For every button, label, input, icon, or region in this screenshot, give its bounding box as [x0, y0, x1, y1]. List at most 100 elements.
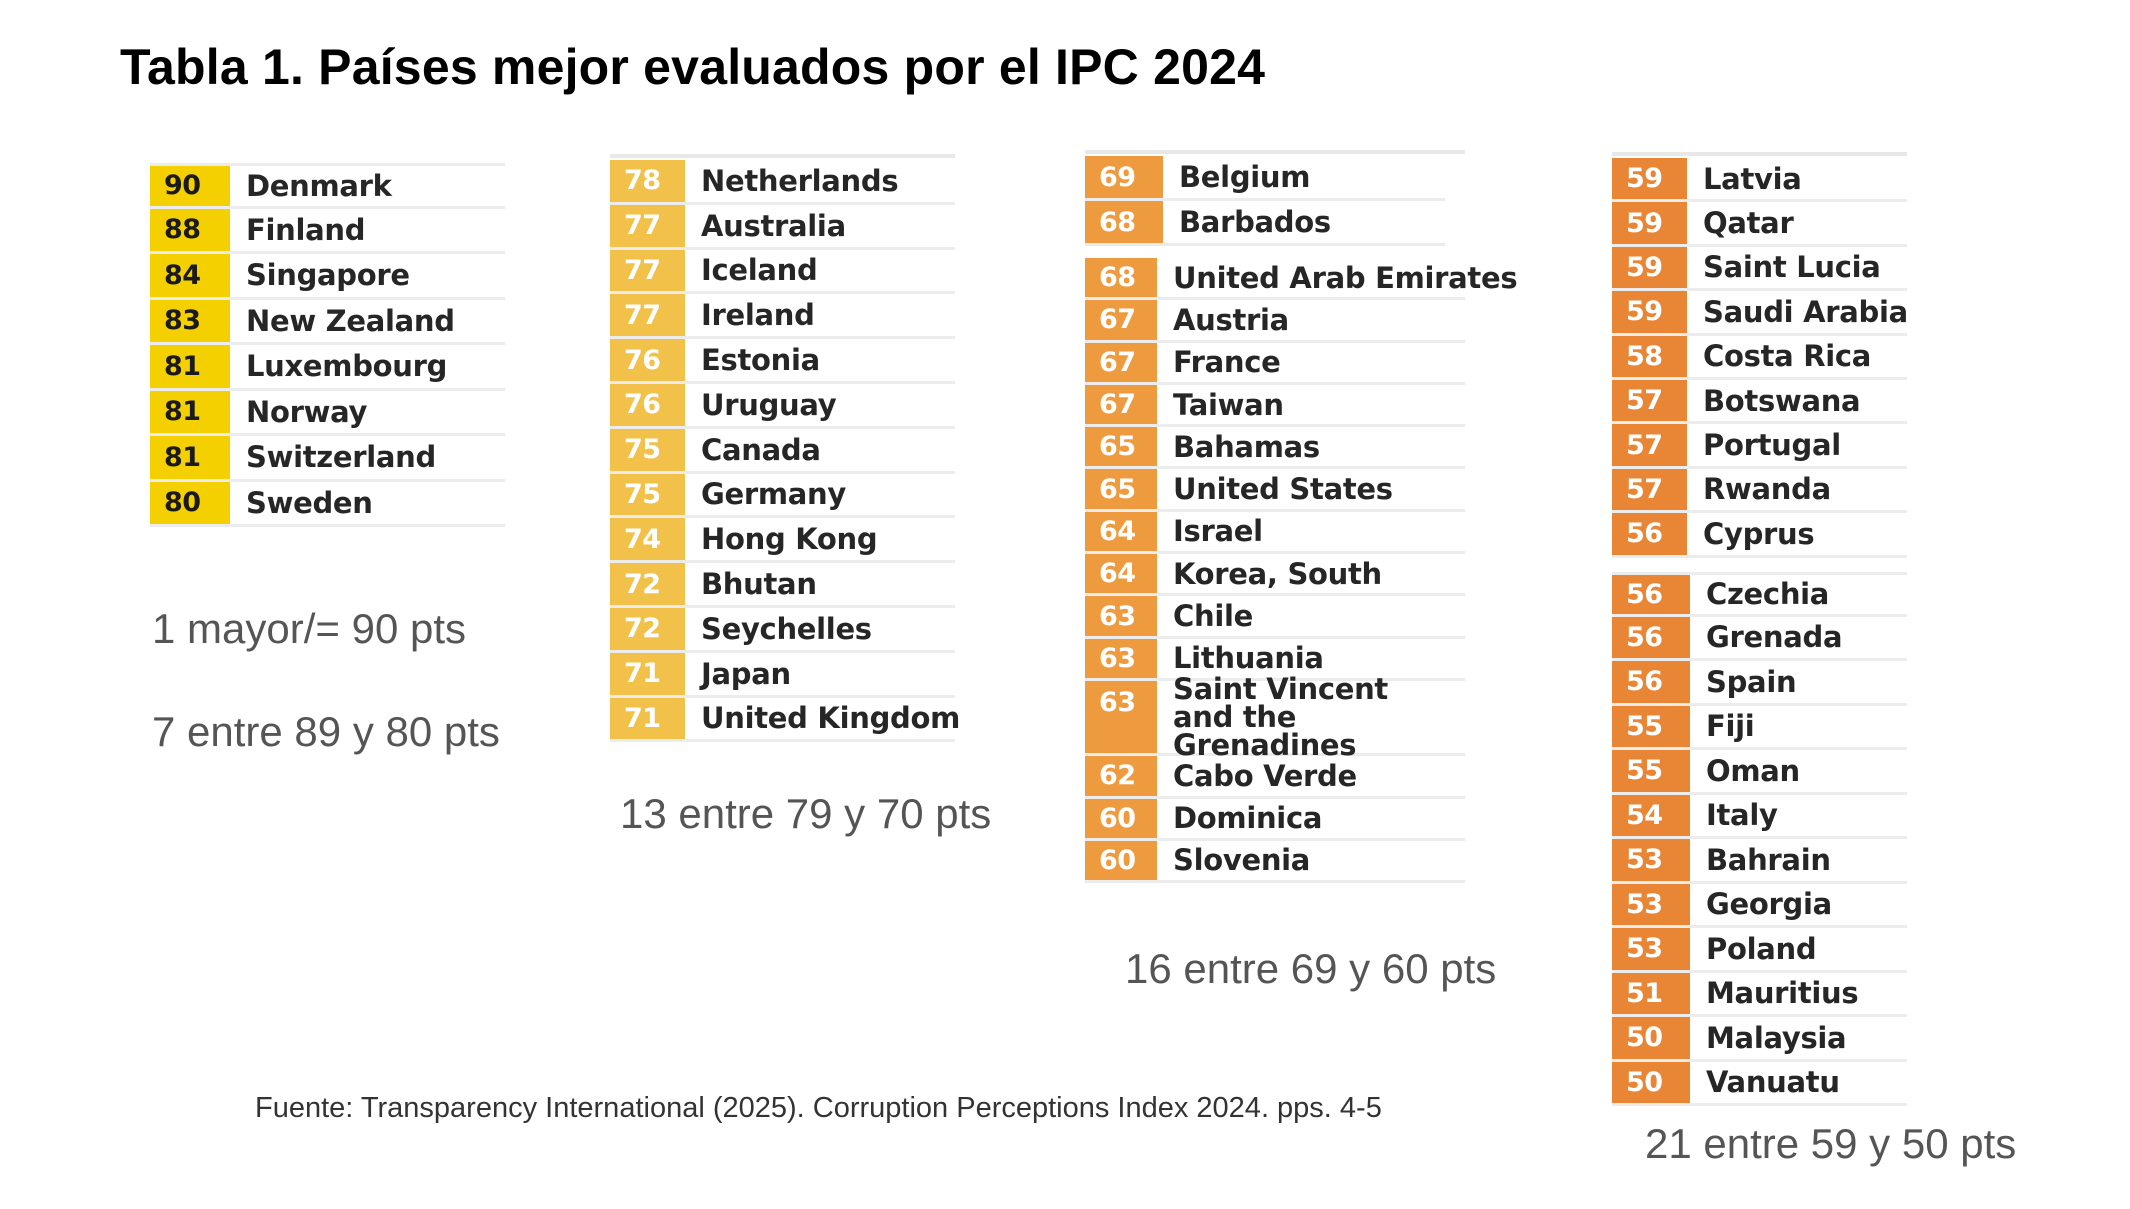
country-cell: Korea, South — [1173, 556, 1382, 591]
country-cell: Estonia — [701, 343, 820, 378]
country-cell: Taiwan — [1173, 387, 1284, 422]
table-row: 58 Costa Rica — [1612, 335, 1907, 380]
score-cell: 84 — [150, 254, 230, 297]
table-row: 69 Belgium — [1085, 156, 1445, 201]
score-cell: 63 — [1085, 638, 1157, 678]
score-cell: 58 — [1612, 335, 1687, 377]
country-cell: Bahrain — [1706, 842, 1831, 877]
country-cell: Germany — [701, 477, 847, 512]
country-cell: Australia — [701, 208, 846, 243]
table-row: 57 Portugal — [1612, 424, 1907, 469]
caption-group-4: 21 entre 59 y 50 pts — [1645, 1120, 2017, 1167]
table-row: 67 France — [1085, 342, 1465, 385]
table-row: 77 Ireland — [610, 294, 955, 340]
table-row: 84 Singapore — [150, 254, 505, 300]
score-cell: 56 — [1612, 575, 1690, 614]
country-cell: Saudi Arabia — [1703, 294, 1908, 329]
country-cell: United States — [1173, 472, 1393, 507]
score-cell: 54 — [1612, 794, 1690, 836]
country-cell: Oman — [1706, 753, 1800, 788]
country-cell: Cyprus — [1703, 516, 1815, 551]
table-row: 77 Iceland — [610, 249, 955, 295]
table-row: 65 United States — [1085, 469, 1465, 512]
score-cell: 81 — [150, 345, 230, 388]
table-row: 53 Bahrain — [1612, 839, 1907, 884]
table-row: 55 Oman — [1612, 750, 1907, 795]
table-row: 50 Malaysia — [1612, 1017, 1907, 1062]
caption-group-1-line-1: 1 mayor/= 90 pts — [152, 605, 466, 652]
score-cell: 75 — [610, 473, 685, 516]
country-cell: Uruguay — [701, 387, 837, 422]
score-cell: 59 — [1612, 291, 1687, 333]
score-cell: 59 — [1612, 246, 1687, 289]
table-group-59-56: 59 Latvia 59 Qatar 59 Saint Lucia 59 Saudi Arab… — [1612, 158, 1908, 558]
table-row: 56 Cyprus — [1612, 513, 1907, 558]
score-cell: 64 — [1085, 554, 1157, 594]
score-cell: 88 — [150, 208, 230, 251]
country-cell: Malaysia — [1706, 1020, 1847, 1055]
score-cell: 57 — [1612, 424, 1687, 466]
country-cell: United Kingdom — [701, 701, 961, 736]
country-cell: Canada — [701, 432, 821, 467]
table-row: 62 Cabo Verde — [1085, 756, 1465, 799]
country-cell: Saint Vincent and the Grenadines — [1173, 672, 1388, 763]
table-row: 77 Australia — [610, 204, 955, 250]
country-cell: Poland — [1706, 931, 1817, 966]
score-cell: 77 — [610, 294, 685, 337]
score-cell: 77 — [610, 204, 685, 247]
table-row: 55 Fiji — [1612, 705, 1907, 750]
table-row: 90 Denmark — [150, 163, 505, 209]
score-cell: 56 — [1612, 661, 1690, 703]
score-cell: 50 — [1612, 1017, 1690, 1059]
country-cell: Chile — [1173, 599, 1253, 634]
country-cell: Ireland — [701, 298, 815, 333]
country-cell: Vanuatu — [1706, 1065, 1840, 1100]
table-group-79-70: 78 Netherlands 77 Australia 77 Iceland 77 Irela… — [610, 160, 961, 743]
score-cell: 56 — [1612, 616, 1690, 658]
country-cell: Costa Rica — [1703, 339, 1872, 374]
score-cell: 78 — [610, 160, 685, 202]
table-row: 81 Luxembourg — [150, 345, 505, 391]
score-cell: 68 — [1085, 201, 1163, 243]
score-cell: 57 — [1612, 379, 1687, 422]
country-cell: Botswana — [1703, 383, 1861, 418]
table-row: 63 Saint Vincent and the Grenadines — [1085, 672, 1465, 763]
score-cell: 65 — [1085, 469, 1157, 509]
country-cell: United Arab Emirates — [1173, 260, 1518, 295]
score-cell: 77 — [610, 249, 685, 292]
country-cell: Saint Lucia — [1703, 250, 1881, 285]
table-row: 64 Israel — [1085, 511, 1465, 555]
score-cell: 60 — [1085, 840, 1157, 881]
score-cell: 72 — [610, 563, 685, 605]
score-cell: 72 — [610, 607, 685, 650]
table-row: 74 Hong Kong — [610, 518, 955, 564]
table-top-border — [1085, 150, 1465, 154]
table-row: 65 Bahamas — [1085, 427, 1465, 470]
country-cell: Bahamas — [1173, 429, 1320, 464]
score-cell: 59 — [1612, 158, 1687, 200]
caption-group-2: 13 entre 79 y 70 pts — [620, 790, 992, 837]
country-cell: Bhutan — [701, 567, 817, 602]
country-cell: Netherlands — [701, 163, 899, 198]
score-cell: 62 — [1085, 756, 1157, 796]
score-cell: 74 — [610, 518, 685, 561]
country-cell: Italy — [1706, 798, 1778, 833]
table-row: 56 Czechia — [1612, 572, 1907, 617]
score-cell: 63 — [1085, 680, 1157, 754]
table-row: 81 Norway — [150, 390, 505, 436]
score-cell: 67 — [1085, 342, 1157, 382]
country-cell: Mauritius — [1706, 976, 1859, 1011]
score-cell: 68 — [1085, 258, 1157, 298]
table-row: 59 Saint Lucia — [1612, 246, 1907, 292]
country-cell: Denmark — [246, 168, 392, 203]
score-cell: 59 — [1612, 202, 1687, 244]
table-row: 57 Rwanda — [1612, 468, 1907, 514]
table-row: 71 United Kingdom — [610, 697, 961, 743]
table-group-90-80: 90 Denmark 88 Finland 84 Singapore 83 New Zeala… — [150, 163, 505, 527]
country-cell: Georgia — [1706, 887, 1832, 922]
country-cell: Hong Kong — [701, 522, 878, 557]
country-cell: Finland — [246, 212, 366, 247]
country-cell: Seychelles — [701, 611, 872, 646]
score-cell: 64 — [1085, 511, 1157, 552]
score-cell: 76 — [610, 339, 685, 381]
